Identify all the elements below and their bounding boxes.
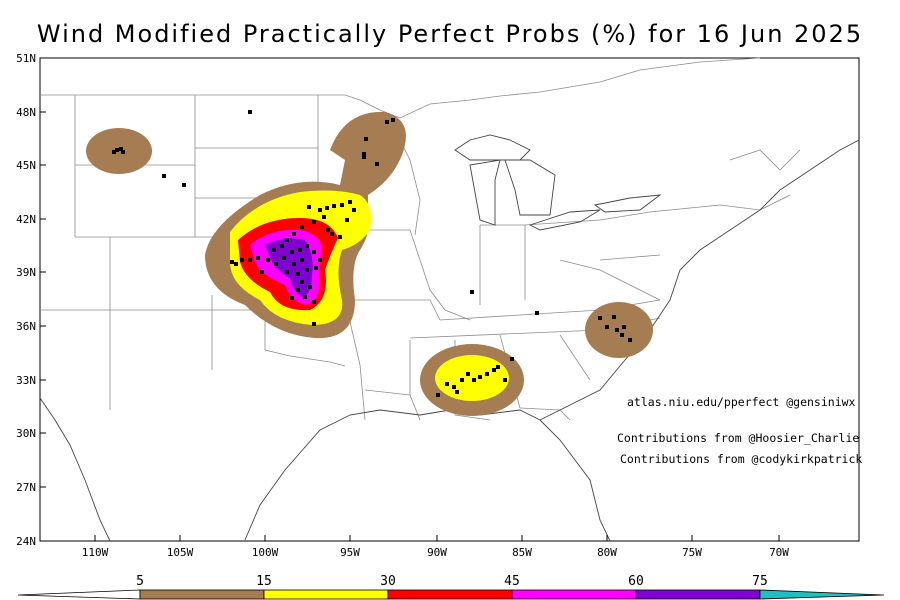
lat-labels: 51N 48N 45N 42N 39N 36N 33N 30N 27N 24N [16, 52, 36, 548]
colorbar-label: 15 [256, 574, 272, 589]
lon-label: 70W [769, 546, 789, 559]
lon-label: 100W [252, 546, 279, 559]
lat-label: 39N [16, 266, 36, 279]
colorbar-label: 45 [504, 574, 520, 589]
state-borders [40, 57, 801, 421]
colorbar-label: 30 [380, 574, 396, 589]
lat-label: 33N [16, 374, 36, 387]
lon-label: 95W [340, 546, 360, 559]
lat-label: 48N [16, 106, 36, 119]
lon-label: 110W [82, 546, 109, 559]
coastlines [39, 134, 860, 542]
colorbar-seg-60 [635, 589, 761, 600]
lat-label: 51N [16, 52, 36, 65]
storm-reports [112, 110, 632, 397]
colorbar-label: 60 [628, 574, 644, 589]
colorbar-seg-45 [511, 589, 637, 600]
colorbar-high-triangle [759, 589, 885, 600]
colorbar-label: 75 [752, 574, 768, 589]
credit-contributor-1: Contributions from @Hoosier_Charlie [617, 431, 860, 445]
lat-label: 36N [16, 320, 36, 333]
lon-label: 105W [167, 546, 194, 559]
lat-ticks [40, 111, 46, 488]
lat-label: 42N [16, 213, 36, 226]
lon-labels: 110W 105W 100W 95W 90W 85W 80W 75W 70W [82, 546, 790, 559]
probability-contours [86, 111, 653, 416]
lat-label: 24N [16, 535, 36, 548]
colorbar-seg-30 [387, 589, 513, 600]
map-frame [39, 57, 860, 542]
colorbar-low-triangle [17, 589, 141, 600]
credit-site: atlas.niu.edu/pperfect @gensiniwx [627, 395, 856, 409]
lat-label: 45N [16, 159, 36, 172]
lon-label: 80W [597, 546, 617, 559]
lon-label: 85W [512, 546, 532, 559]
lat-label: 27N [16, 481, 36, 494]
credit-contributor-2: Contributions from @codykirkpatrick [620, 452, 863, 466]
lon-ticks [94, 535, 780, 541]
map-title: Wind Modified Practically Perfect Probs … [36, 20, 864, 48]
lon-label: 90W [427, 546, 447, 559]
lat-label: 30N [16, 427, 36, 440]
colorbar-label: 5 [136, 574, 144, 589]
colorbar-seg-15 [263, 589, 389, 600]
colorbar: 5 15 30 45 60 75 [17, 574, 885, 600]
colorbar-seg-5 [139, 589, 265, 600]
lon-label: 75W [682, 546, 702, 559]
